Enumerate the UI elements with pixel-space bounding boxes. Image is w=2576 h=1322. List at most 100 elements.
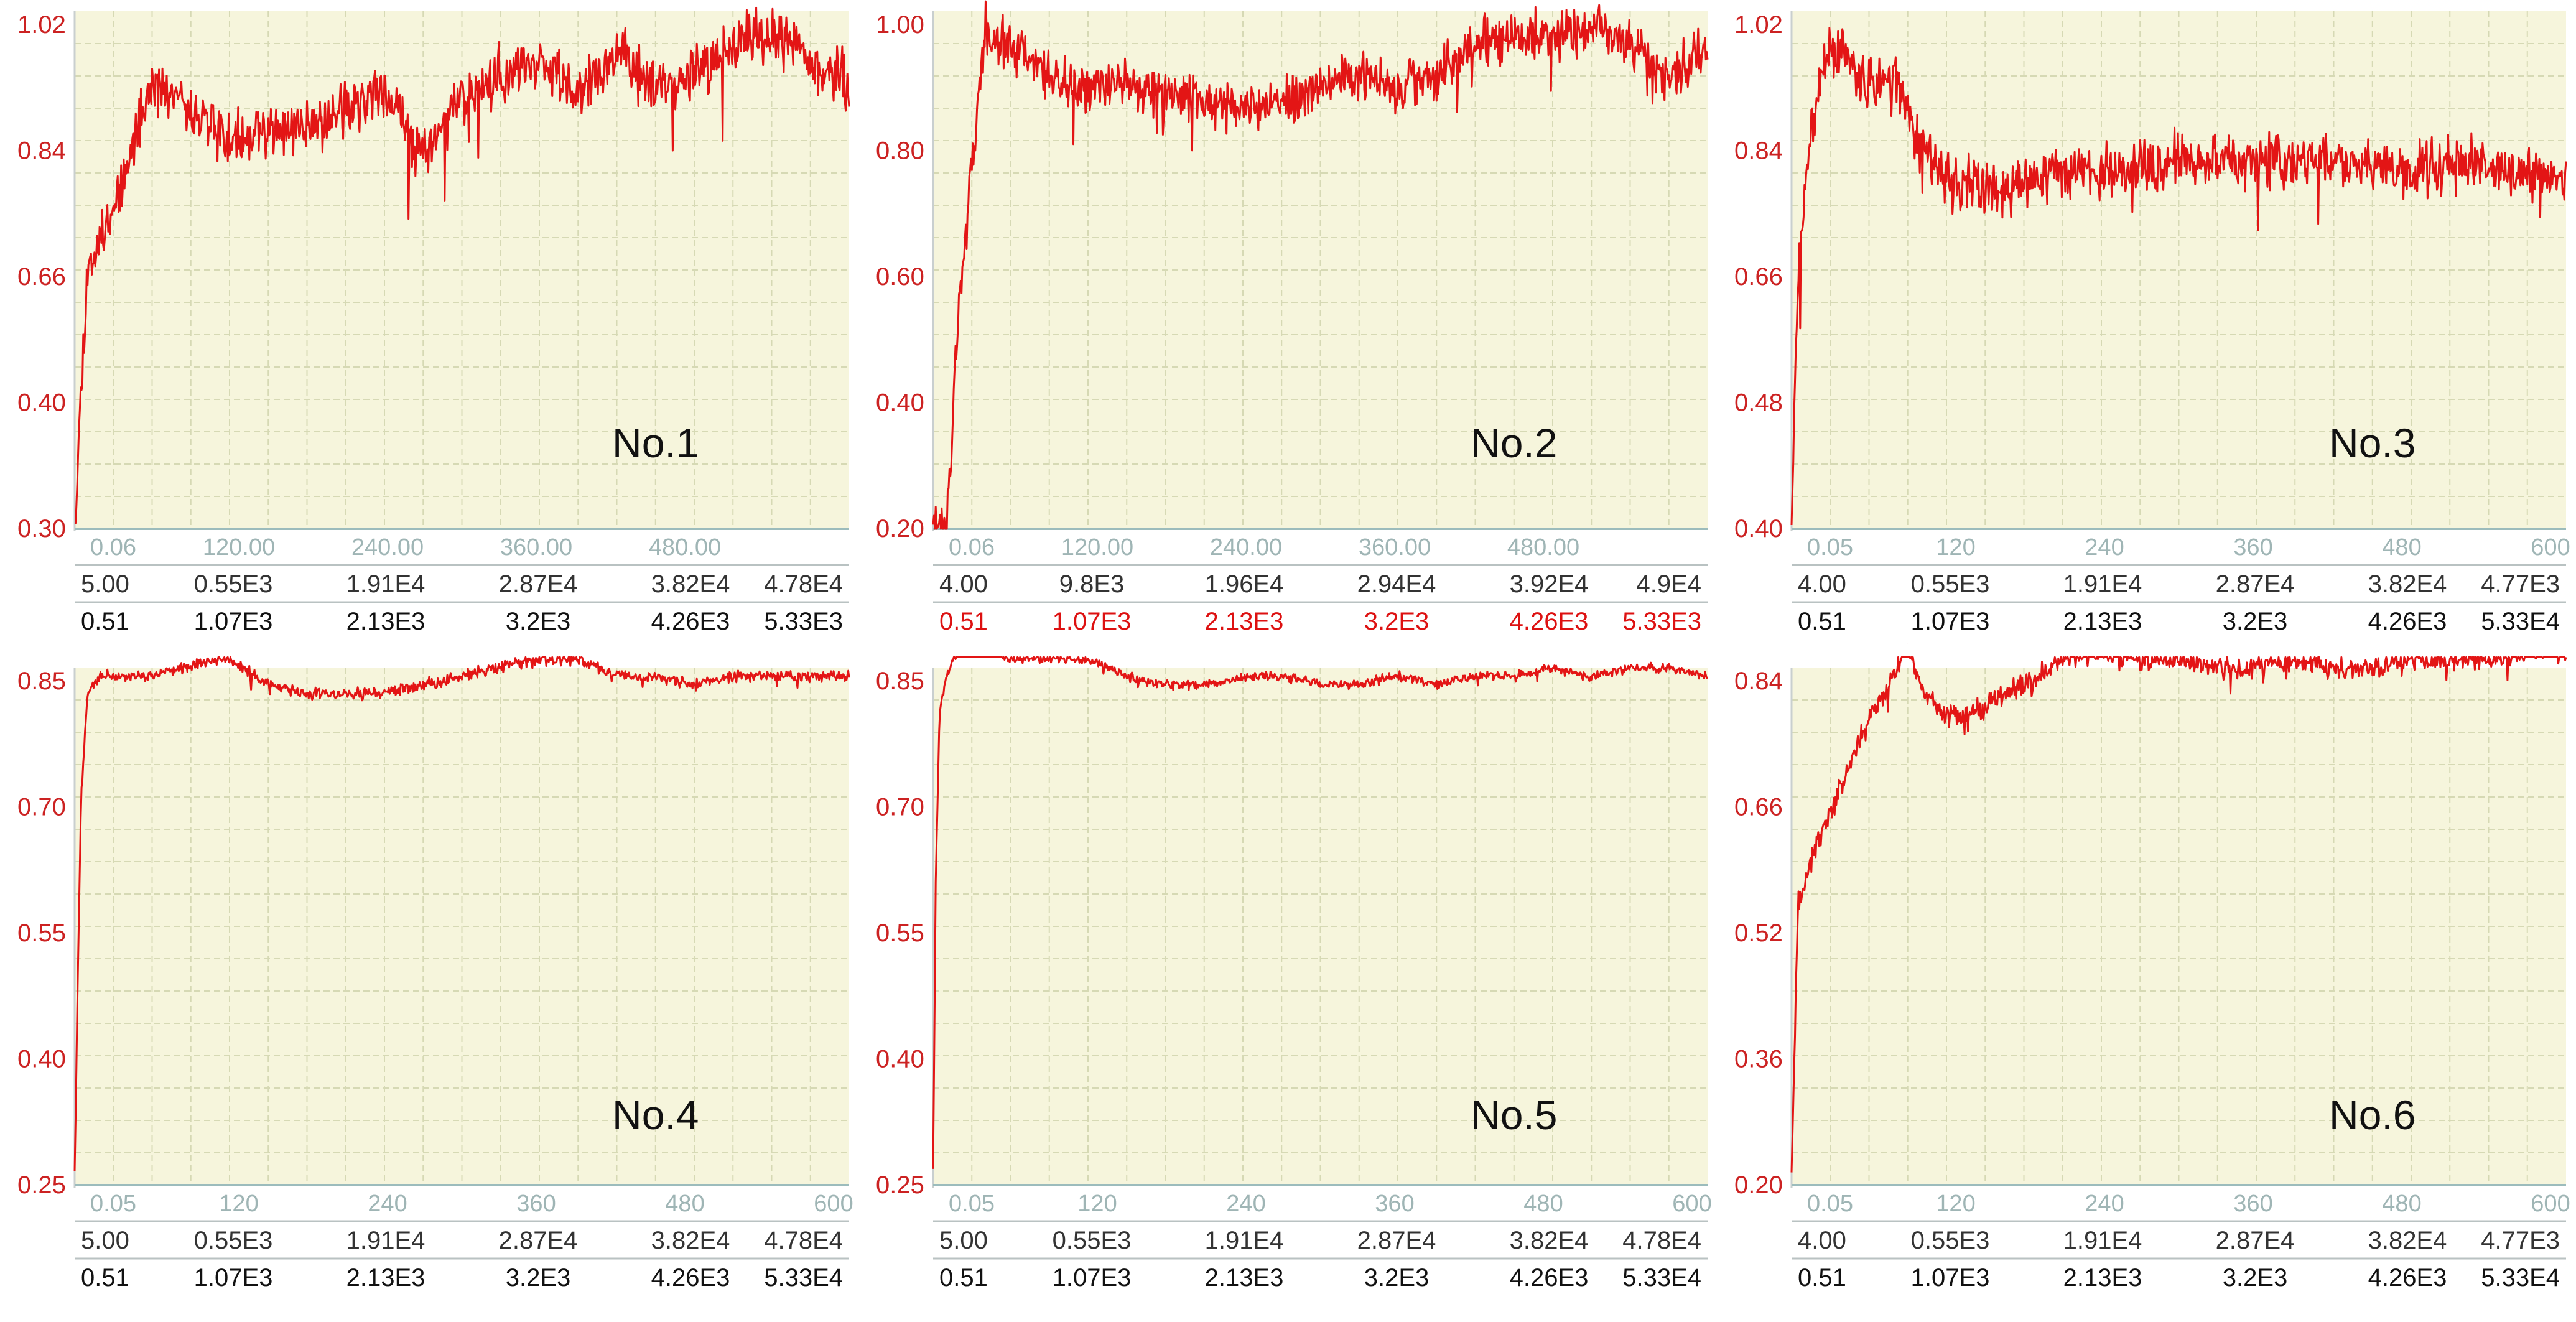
x-tick-label-top: 360.00 (1359, 534, 1431, 561)
series-line (74, 6, 850, 524)
x-tick-label-top: 600 (1672, 1191, 1711, 1217)
chart-svg: 1.02 0.84 0.66 0.48 0.40 0.05 120 240 360 480 600 4… (1734, 11, 2570, 635)
y-tick-label: 1.00 (876, 11, 924, 39)
y-tick-label: 0.25 (876, 1171, 924, 1199)
x-tick-label-bottom: 4.26E3 (651, 1264, 730, 1292)
x-tick-label-mid: 3.82E4 (1510, 1227, 1589, 1254)
x-tick-label-bottom: 0.51 (1798, 608, 1846, 635)
y-tick-label: 0.85 (876, 668, 924, 695)
chart-panel-6: 0.84 0.66 0.52 0.36 0.20 0.05 120 240 360 480 600 4… (1717, 643, 2575, 1303)
series-points (75, 32, 850, 514)
x-tick-label-top: 120 (1936, 1191, 1975, 1217)
x-tick-label-mid: 2.87E4 (499, 570, 578, 598)
x-tick-label-top: 480 (1523, 1191, 1563, 1217)
x-tick-label-bottom: 0.51 (939, 1264, 988, 1292)
y-tick-label: 0.66 (1734, 794, 1783, 821)
chart-panel-2: 1.00 0.80 0.60 0.40 0.20 0.06 120.00 240.00 360.… (858, 0, 1717, 647)
x-tick-label-mid: 0.55E3 (194, 570, 273, 598)
x-tick-label-top: 240 (368, 1191, 407, 1217)
grid-lines (1792, 668, 2566, 1185)
panel-label: No.1 (612, 420, 699, 466)
x-tick-label-bottom: 5.33E4 (2481, 608, 2560, 635)
x-tick-label-bottom: 0.51 (1798, 1264, 1846, 1292)
x-tick-label-top: 600 (2531, 534, 2570, 561)
x-tick-label-bottom: 3.2E3 (1364, 1264, 1430, 1292)
x-tick-label-bottom: 2.13E3 (1205, 1264, 1284, 1292)
x-tick-label-mid: 1.91E4 (346, 1227, 425, 1254)
x-tick-label-top: 240.00 (1210, 534, 1282, 561)
chart-svg: 0.84 0.66 0.52 0.36 0.20 0.05 120 240 360 480 600 4… (1734, 643, 2570, 1292)
x-tick-label-bottom: 2.13E3 (2063, 1264, 2142, 1292)
series-points (933, 24, 1708, 529)
x-tick-label-mid: 1.96E4 (1205, 570, 1284, 598)
x-tick-label-top: 0.06 (90, 534, 136, 561)
y-tick-label: 0.40 (876, 389, 924, 417)
y-tick-label: 0.66 (1734, 263, 1783, 291)
y-tick-label: 0.25 (17, 1171, 66, 1199)
y-tick-label: 0.70 (17, 794, 66, 821)
x-tick-label-top: 0.05 (90, 1191, 136, 1217)
panel-label: No.2 (1471, 420, 1557, 466)
x-tick-label-top: 120.00 (1061, 534, 1133, 561)
x-tick-label-mid: 3.82E4 (651, 1227, 730, 1254)
panel-label: No.3 (2329, 420, 2416, 466)
x-tick-label-bottom: 3.2E3 (2223, 1264, 2288, 1292)
x-tick-label-mid: 3.92E4 (1510, 570, 1589, 598)
x-tick-label-top: 480 (2382, 1191, 2421, 1217)
x-tick-label-mid: 4.9E4 (1636, 570, 1701, 598)
x-tick-label-bottom: 1.07E3 (194, 608, 273, 635)
x-tick-label-bottom: 4.26E3 (1510, 1264, 1589, 1292)
x-tick-label-top: 0.05 (1807, 534, 1853, 561)
series-points (1792, 44, 2567, 513)
y-tick-label: 1.02 (17, 11, 66, 39)
x-tick-label-bottom: 5.33E3 (1622, 608, 1701, 635)
y-tick-label: 0.85 (17, 668, 66, 695)
x-tick-label-mid: 4.00 (1798, 570, 1846, 598)
y-tick-label: 0.48 (1734, 389, 1783, 417)
x-tick-label-bottom: 2.13E3 (2063, 608, 2142, 635)
x-tick-label-top: 120 (1077, 1191, 1117, 1217)
y-tick-label: 0.80 (876, 137, 924, 165)
x-tick-label-bottom: 2.13E3 (346, 1264, 425, 1292)
x-tick-label-bottom: 5.33E4 (764, 1264, 843, 1292)
grid-lines (1792, 11, 2566, 529)
x-tick-label-top: 120.00 (203, 534, 275, 561)
x-tick-label-mid: 4.00 (939, 570, 988, 598)
x-tick-label-mid: 3.82E4 (2368, 570, 2447, 598)
x-tick-label-mid: 5.00 (81, 570, 129, 598)
x-tick-label-top: 480 (2382, 534, 2421, 561)
y-tick-label: 0.40 (17, 389, 66, 417)
y-tick-label: 0.20 (1734, 1171, 1783, 1199)
y-tick-label: 0.55 (17, 919, 66, 947)
x-tick-label-top: 360 (2233, 534, 2272, 561)
x-tick-label-top: 120 (1936, 534, 1975, 561)
x-tick-label-mid: 1.91E4 (1205, 1227, 1284, 1254)
series-line (932, 0, 1709, 530)
x-tick-label-mid: 0.55E3 (1911, 1227, 1990, 1254)
panel-label: No.6 (2329, 1092, 2416, 1138)
series-points (75, 659, 850, 1168)
x-tick-label-bottom: 4.26E3 (2368, 608, 2447, 635)
x-tick-label-mid: 1.91E4 (346, 570, 425, 598)
x-tick-label-top: 360 (1375, 1191, 1414, 1217)
x-tick-label-top: 360 (2233, 1191, 2272, 1217)
x-tick-label-mid: 5.00 (81, 1227, 129, 1254)
x-tick-label-top: 240 (2085, 534, 2124, 561)
y-tick-label: 0.60 (876, 263, 924, 291)
x-tick-label-top: 480.00 (649, 534, 721, 561)
y-tick-label: 0.20 (876, 515, 924, 542)
chart-panel-5: 0.85 0.70 0.55 0.40 0.25 0.05 120 240 360 480 600 5… (858, 650, 1717, 1303)
chart-svg: 1.02 0.84 0.66 0.40 0.30 0.06 120.00 240.00 360.… (17, 6, 850, 635)
x-tick-label-mid: 4.78E4 (764, 1227, 843, 1254)
x-tick-label-bottom: 2.13E3 (346, 608, 425, 635)
x-tick-label-top: 480.00 (1507, 534, 1579, 561)
x-tick-label-bottom: 1.07E3 (194, 1264, 273, 1292)
grid-lines (933, 668, 1708, 1185)
x-tick-label-bottom: 3.2E3 (506, 608, 571, 635)
x-tick-label-top: 360 (516, 1191, 556, 1217)
x-tick-label-top: 360.00 (500, 534, 572, 561)
x-tick-label-bottom: 4.26E3 (2368, 1264, 2447, 1292)
x-tick-label-mid: 4.78E4 (764, 570, 843, 598)
chart-panel-1: 1.02 0.84 0.66 0.40 0.30 0.06 120.00 240.00 360.… (0, 0, 858, 647)
grid-lines (75, 11, 849, 529)
